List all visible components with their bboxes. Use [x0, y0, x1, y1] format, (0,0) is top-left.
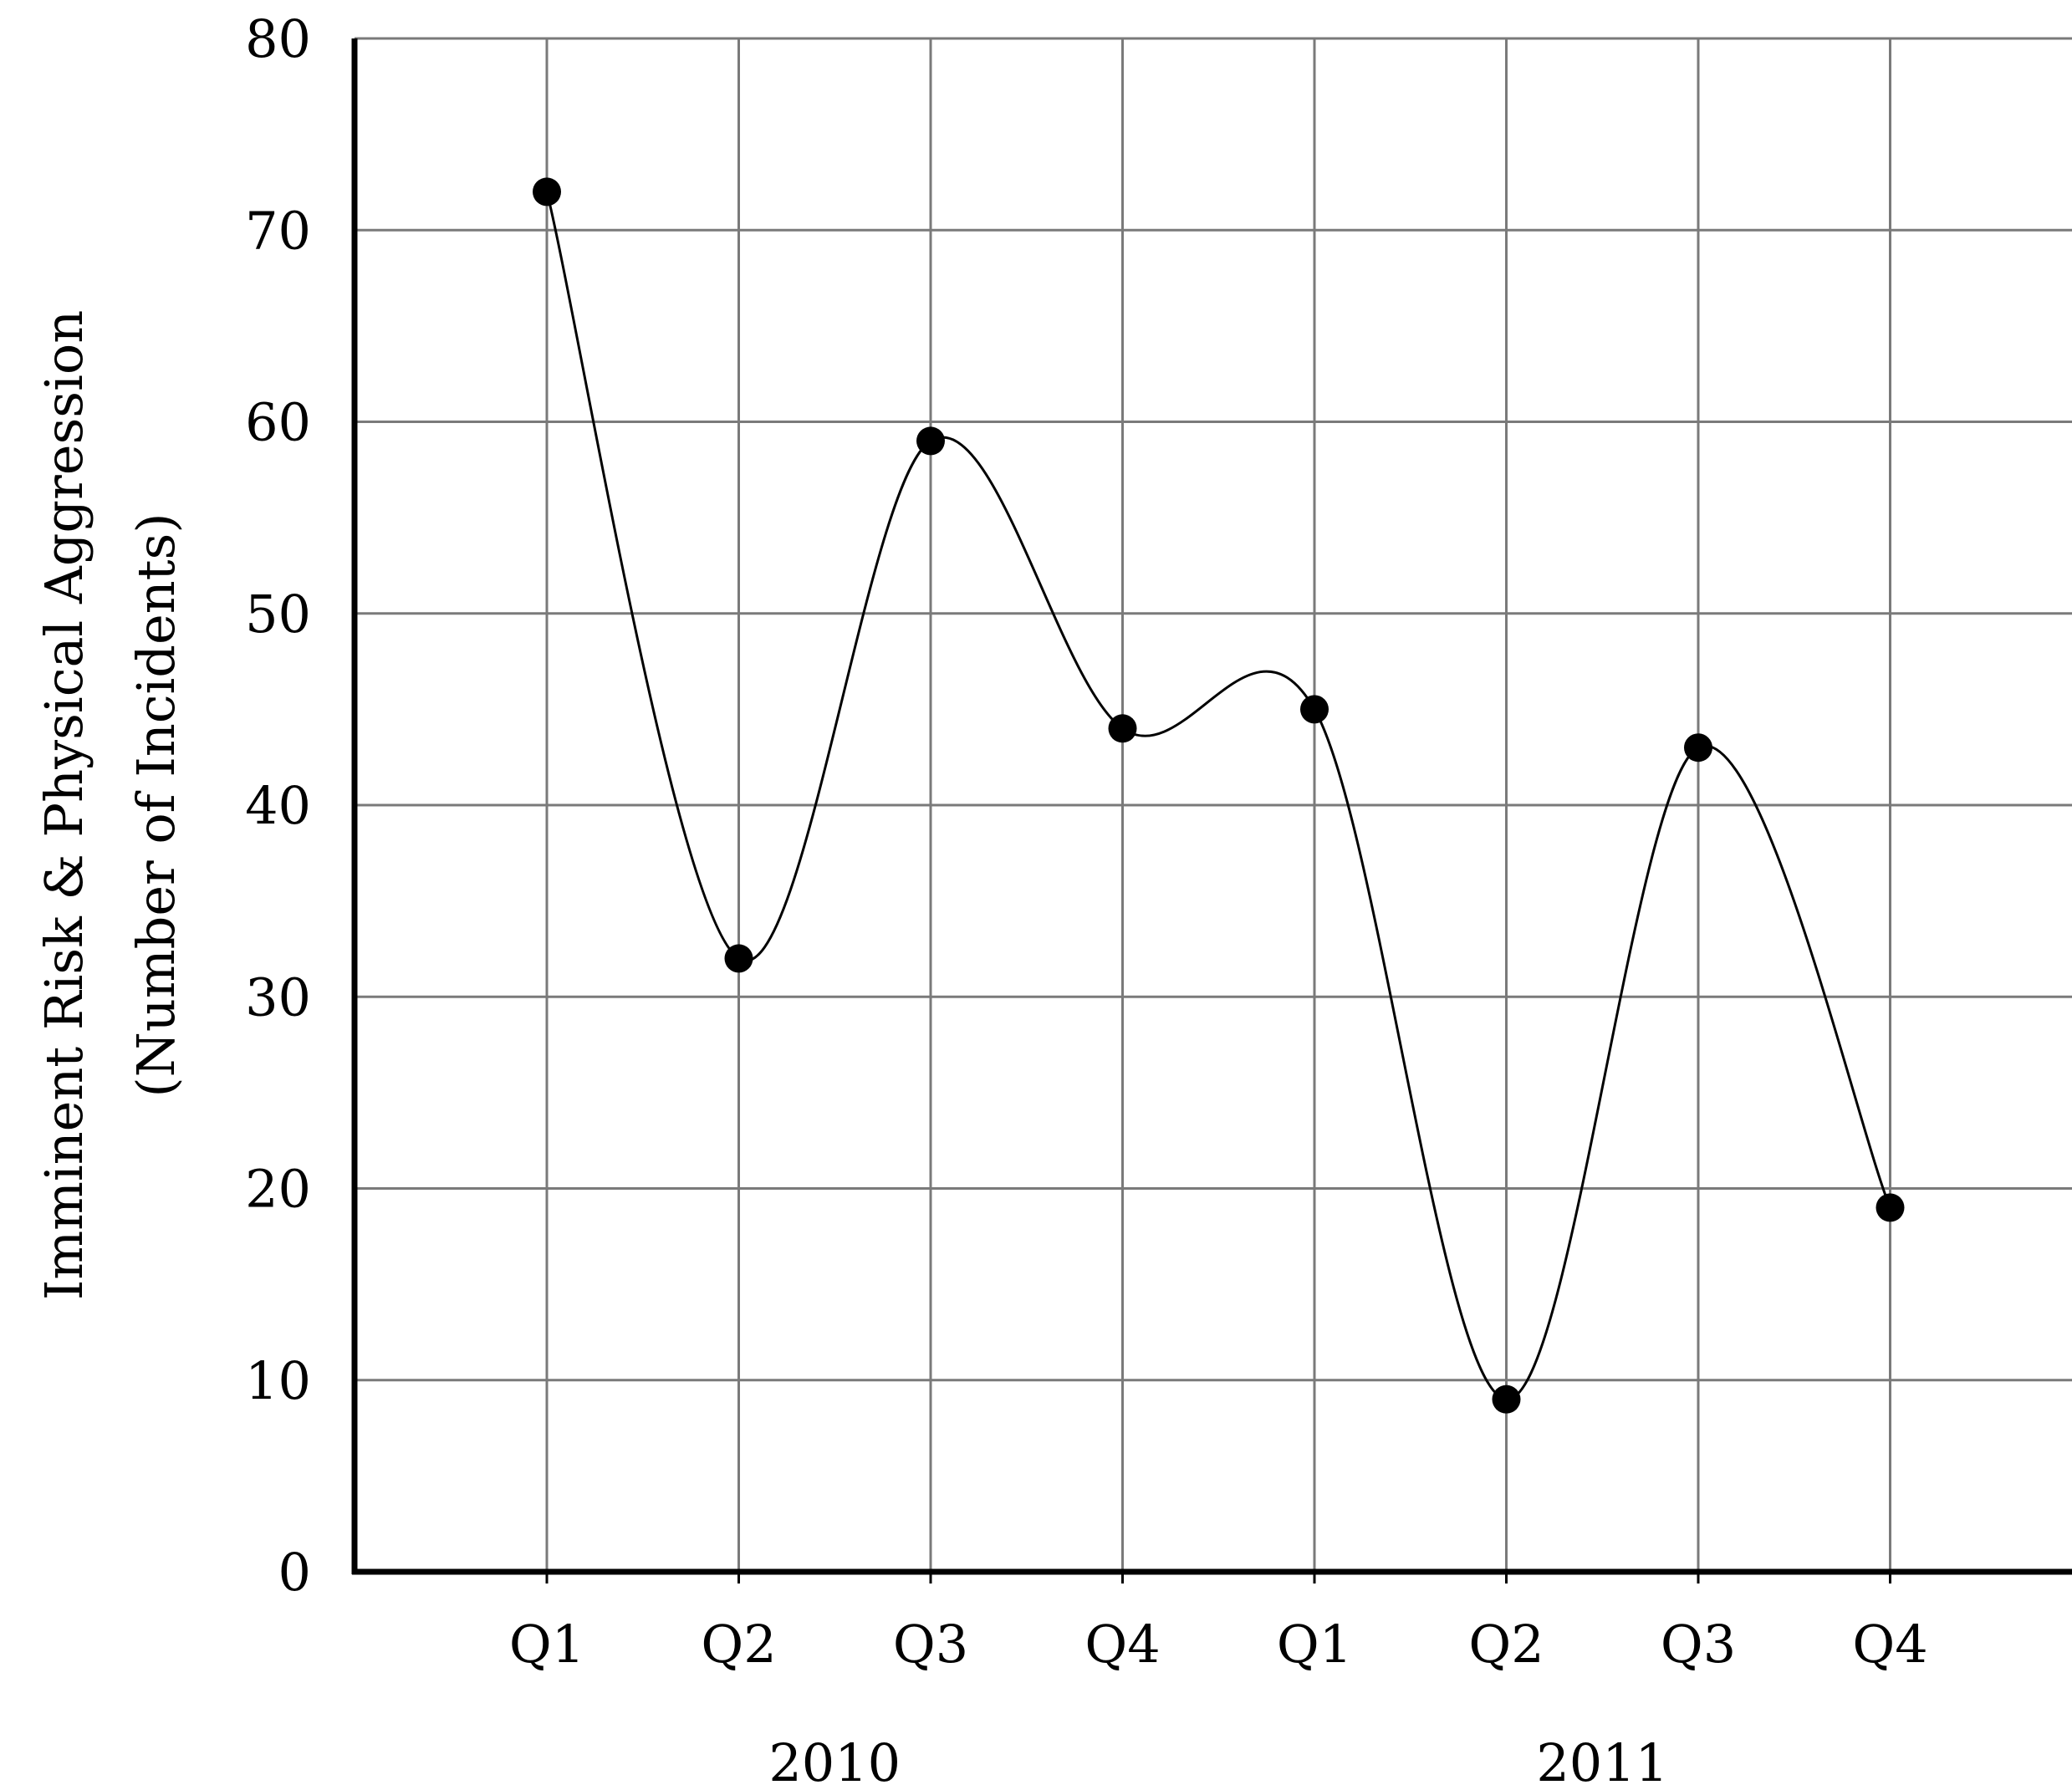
y-tick-label-30: 30 [245, 966, 311, 1028]
x-tick-label-3: Q4 [1084, 1614, 1160, 1675]
data-point-3 [1108, 714, 1137, 743]
y-tick-labels: 0 10 20 30 40 50 60 70 80 [245, 8, 311, 1603]
x-tick-label-0: Q1 [509, 1614, 584, 1675]
data-point-0 [533, 177, 561, 207]
data-point-5 [1492, 1385, 1521, 1414]
y-axis-title-line-2: (Number of Incidents) [125, 513, 186, 1097]
y-tick-label-0: 0 [278, 1542, 311, 1603]
y-tick-label-60: 60 [245, 392, 311, 453]
series [533, 177, 1905, 1414]
data-point-6 [1684, 733, 1712, 762]
y-tick-label-10: 10 [245, 1350, 311, 1411]
data-point-1 [724, 944, 753, 973]
data-point-2 [916, 426, 945, 456]
y-tick-label-40: 40 [245, 775, 311, 836]
y-axis-title: Imminent Risk & Physical Aggression [33, 310, 94, 1300]
series-line-0 [545, 191, 1891, 1401]
axes [351, 38, 2072, 1583]
year-label-2011: 2011 [1536, 1732, 1668, 1790]
x-tick-label-6: Q3 [1661, 1614, 1736, 1675]
year-label-2010: 2010 [768, 1732, 901, 1790]
x-tick-label-1: Q2 [701, 1614, 776, 1675]
y-tick-label-50: 50 [245, 584, 311, 645]
x-tick-label-2: Q3 [893, 1614, 968, 1675]
x-tick-label-5: Q2 [1468, 1614, 1544, 1675]
x-tick-label-7: Q4 [1852, 1614, 1927, 1675]
y-tick-label-70: 70 [245, 200, 311, 261]
x-tick-labels: Q1 Q2 Q3 Q4 Q1 Q2 Q3 Q4 [509, 1614, 1928, 1675]
grid [355, 37, 2072, 1572]
year-labels: 2010 2011 [768, 1732, 1668, 1790]
y-tick-label-20: 20 [245, 1159, 311, 1220]
data-point-4 [1300, 695, 1329, 724]
data-point-7 [1876, 1193, 1905, 1222]
y-tick-label-80: 80 [245, 8, 311, 69]
x-tick-label-4: Q1 [1277, 1614, 1352, 1675]
